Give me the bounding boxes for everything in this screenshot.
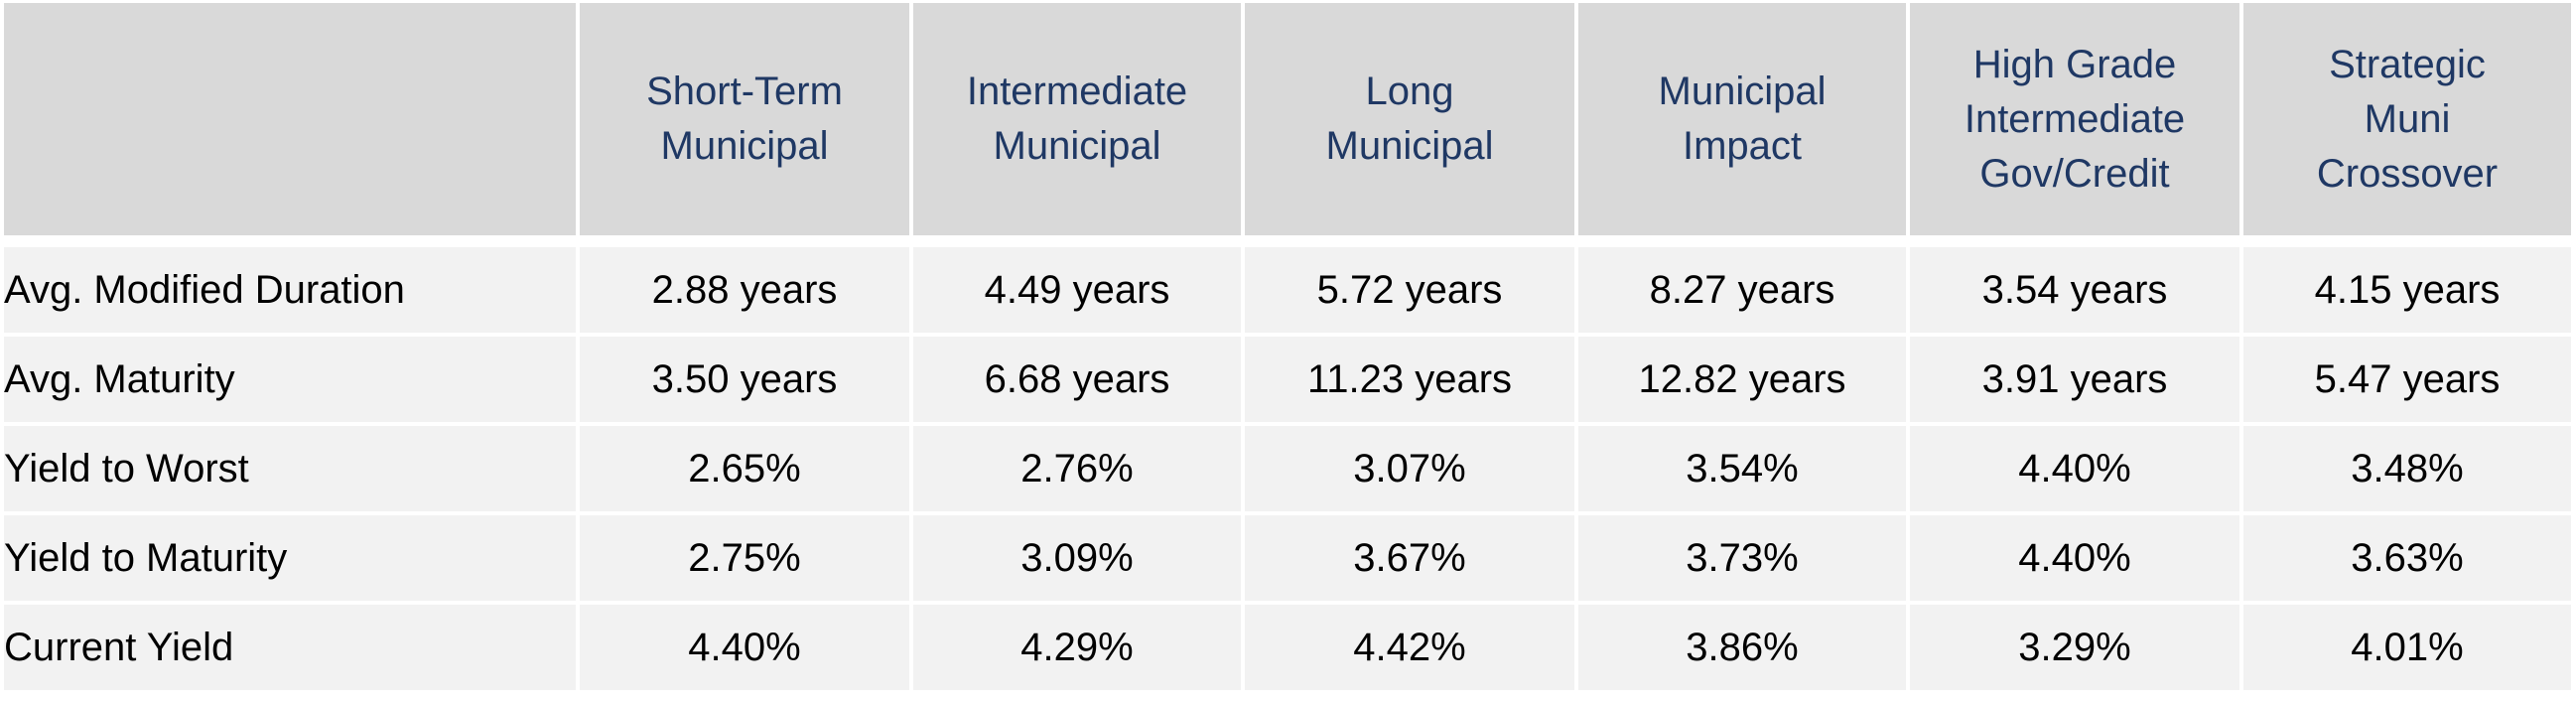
portfolio-characteristics-table: Short-Term Municipal Intermediate Munici… bbox=[4, 3, 2571, 694]
row-label: Yield to Worst bbox=[4, 426, 580, 515]
header-row: Short-Term Municipal Intermediate Munici… bbox=[4, 3, 2571, 239]
table-cell: 4.49 years bbox=[913, 247, 1245, 337]
table-cell: 3.86% bbox=[1578, 605, 1910, 694]
column-header: Short-Term Municipal bbox=[580, 3, 913, 239]
table-row: Avg. Modified Duration 2.88 years 4.49 y… bbox=[4, 247, 2571, 337]
table-cell: 3.73% bbox=[1578, 515, 1910, 605]
table-cell: 4.01% bbox=[2243, 605, 2571, 694]
table-cell: 3.91 years bbox=[1910, 337, 2243, 426]
row-label: Yield to Maturity bbox=[4, 515, 580, 605]
table-cell: 2.65% bbox=[580, 426, 913, 515]
table-cell: 2.75% bbox=[580, 515, 913, 605]
table-cell: 3.63% bbox=[2243, 515, 2571, 605]
table-cell: 3.29% bbox=[1910, 605, 2243, 694]
table-cell: 3.54% bbox=[1578, 426, 1910, 515]
table-cell: 3.54 years bbox=[1910, 247, 2243, 337]
table-cell: 12.82 years bbox=[1578, 337, 1910, 426]
column-header: High Grade Intermediate Gov/Credit bbox=[1910, 3, 2243, 239]
table-cell: 3.50 years bbox=[580, 337, 913, 426]
row-label: Avg. Modified Duration bbox=[4, 247, 580, 337]
column-header: Municipal Impact bbox=[1578, 3, 1910, 239]
column-header: Strategic Muni Crossover bbox=[2243, 3, 2571, 239]
row-label: Avg. Maturity bbox=[4, 337, 580, 426]
table-cell: 3.09% bbox=[913, 515, 1245, 605]
column-header: Long Municipal bbox=[1245, 3, 1578, 239]
corner-header-cell bbox=[4, 3, 580, 239]
table-cell: 3.07% bbox=[1245, 426, 1578, 515]
table-cell: 4.40% bbox=[580, 605, 913, 694]
column-header: Intermediate Municipal bbox=[913, 3, 1245, 239]
table-row: Yield to Maturity 2.75% 3.09% 3.67% 3.73… bbox=[4, 515, 2571, 605]
table-cell: 8.27 years bbox=[1578, 247, 1910, 337]
table-cell: 4.29% bbox=[913, 605, 1245, 694]
table-cell: 4.40% bbox=[1910, 515, 2243, 605]
table-row: Avg. Maturity 3.50 years 6.68 years 11.2… bbox=[4, 337, 2571, 426]
table-cell: 4.15 years bbox=[2243, 247, 2571, 337]
table-cell: 6.68 years bbox=[913, 337, 1245, 426]
table-cell: 4.40% bbox=[1910, 426, 2243, 515]
table-row: Yield to Worst 2.65% 2.76% 3.07% 3.54% 4… bbox=[4, 426, 2571, 515]
row-label: Current Yield bbox=[4, 605, 580, 694]
table-cell: 11.23 years bbox=[1245, 337, 1578, 426]
table-cell: 3.48% bbox=[2243, 426, 2571, 515]
table-cell: 4.42% bbox=[1245, 605, 1578, 694]
header-separator bbox=[4, 239, 2571, 247]
table-cell: 2.76% bbox=[913, 426, 1245, 515]
table-row: Current Yield 4.40% 4.29% 4.42% 3.86% 3.… bbox=[4, 605, 2571, 694]
table-cell: 5.72 years bbox=[1245, 247, 1578, 337]
table-cell: 3.67% bbox=[1245, 515, 1578, 605]
table-cell: 5.47 years bbox=[2243, 337, 2571, 426]
table-cell: 2.88 years bbox=[580, 247, 913, 337]
